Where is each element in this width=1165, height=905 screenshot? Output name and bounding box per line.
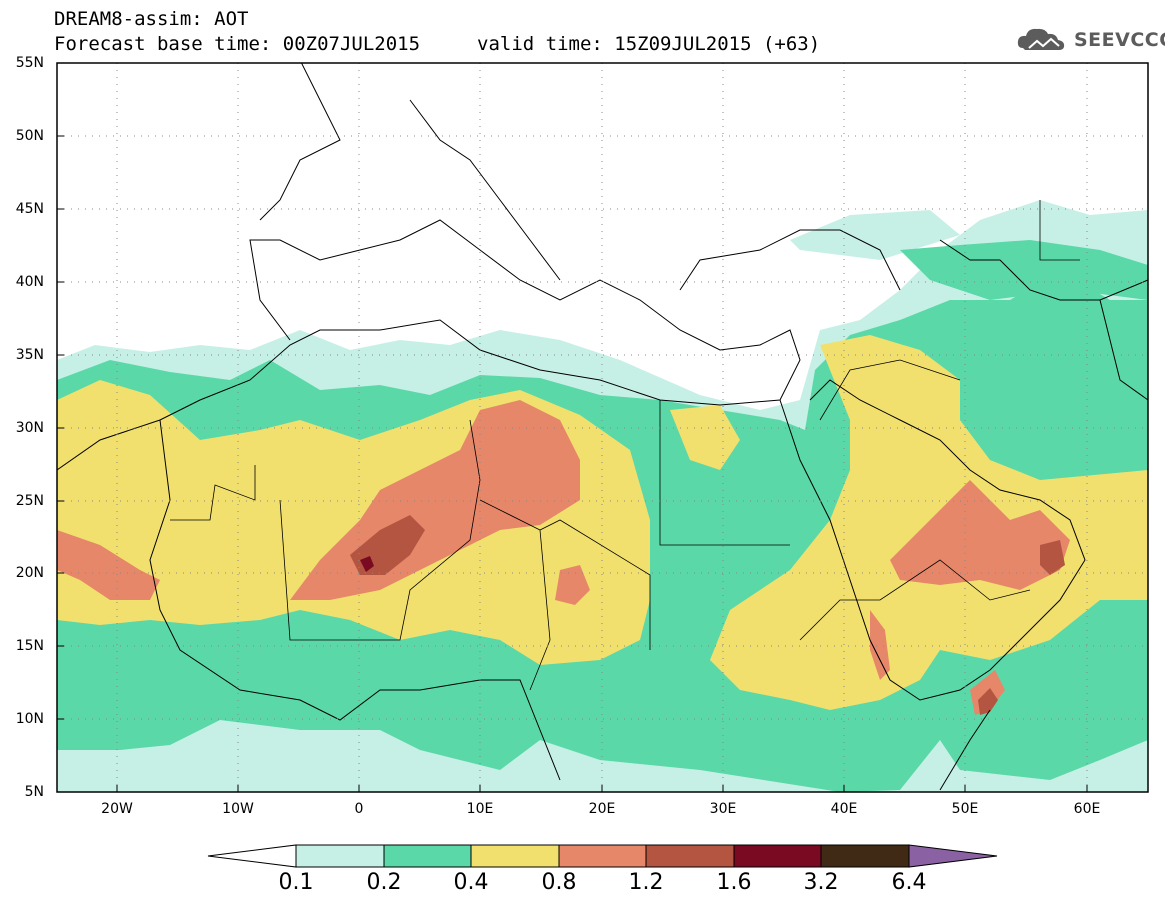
lat-label: 5N (24, 784, 44, 800)
axis-ticks (57, 62, 1088, 792)
borders (170, 200, 1080, 691)
colorbar-label: 1.2 (628, 870, 664, 895)
aot-level-1-2b (1040, 540, 1065, 575)
colorbar-label: 0.4 (453, 870, 489, 895)
lat-label: 20N (15, 565, 44, 581)
lon-label: 30E (709, 801, 737, 817)
lat-label: 45N (15, 201, 44, 217)
forecast-base-time: Forecast base time: 00Z07JUL2015 (54, 33, 421, 55)
colorbar-seg-1-2 (645, 844, 735, 868)
lat-label: 30N (15, 420, 44, 436)
aot-level-0-8d (555, 565, 590, 605)
lon-label: 50E (951, 801, 979, 817)
lat-label: 35N (15, 347, 44, 363)
map-frame (56, 62, 1149, 793)
lat-label: 25N (15, 493, 44, 509)
colorbar (207, 844, 998, 868)
colorbar-label: 0.1 (278, 870, 314, 895)
colorbar-seg-0-1 (295, 844, 385, 868)
aot-level-0-8e (870, 610, 890, 680)
colorbar-seg-3-2 (820, 844, 910, 868)
valid-time: valid time: 15Z09JUL2015 (+63) (477, 33, 821, 55)
aot-level-0-8b (57, 530, 160, 600)
lon-label: 10E (466, 801, 494, 817)
lon-label: 40E (830, 801, 858, 817)
cloud-logo-icon (1017, 28, 1065, 50)
map-title: DREAM8-assim: AOT (54, 8, 249, 30)
colorbar-seg-0-2 (383, 844, 472, 868)
aot-level-1-6 (360, 556, 374, 572)
coastlines (57, 63, 1148, 791)
colorbar-label: 1.6 (716, 870, 752, 895)
lat-label: 50N (15, 128, 44, 144)
aot-contours (57, 200, 1148, 792)
lon-label: 20W (101, 801, 133, 817)
colorbar-seg-0-8 (558, 844, 647, 868)
colorbar-seg-0-4 (470, 844, 560, 868)
logo-text: SEEVCCC (1074, 29, 1165, 51)
aot-level-0-4c (670, 405, 740, 470)
lon-label: 0 (354, 801, 364, 817)
aot-level-0-8c (890, 480, 1070, 590)
lat-label: 15N (15, 638, 44, 654)
lon-label: 60E (1073, 801, 1101, 817)
colorbar-label: 0.2 (366, 870, 402, 895)
colorbar-low-arrow (207, 844, 297, 868)
colorbar-label: 6.4 (891, 870, 927, 895)
colorbar-label: 3.2 (803, 870, 839, 895)
aot-level-0-1b (790, 210, 960, 260)
lat-label: 10N (15, 711, 44, 727)
colorbar-seg-1-6 (733, 844, 822, 868)
colorbar-label: 0.8 (541, 870, 577, 895)
colorbar-high-arrow (908, 844, 998, 868)
lon-label: 20E (588, 801, 616, 817)
lon-label: 10W (222, 801, 254, 817)
lat-label: 55N (15, 55, 44, 71)
aot-level-1-2c (978, 688, 998, 715)
lat-label: 40N (15, 274, 44, 290)
graticule (57, 63, 1148, 792)
